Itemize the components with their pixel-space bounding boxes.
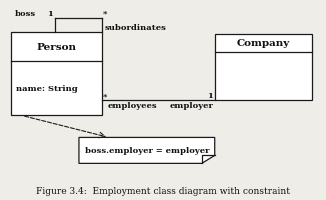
Text: Person: Person [36, 43, 76, 52]
Text: 1: 1 [47, 10, 53, 18]
Text: employer: employer [169, 102, 213, 110]
Text: boss: boss [14, 10, 36, 18]
Text: *: * [103, 92, 108, 100]
Text: Figure 3.4:  Employment class diagram with constraint: Figure 3.4: Employment class diagram wit… [36, 186, 290, 195]
Bar [215, 34, 312, 100]
Text: name: String: name: String [16, 85, 78, 93]
Text: 1: 1 [207, 92, 213, 100]
Text: Company: Company [237, 39, 290, 48]
Text: *: * [103, 10, 108, 18]
Text: employees: employees [108, 102, 158, 110]
Polygon shape [79, 138, 215, 164]
Text: subordinates: subordinates [105, 24, 167, 31]
Bar [11, 32, 102, 116]
Text: boss.employer = employer: boss.employer = employer [84, 147, 209, 155]
